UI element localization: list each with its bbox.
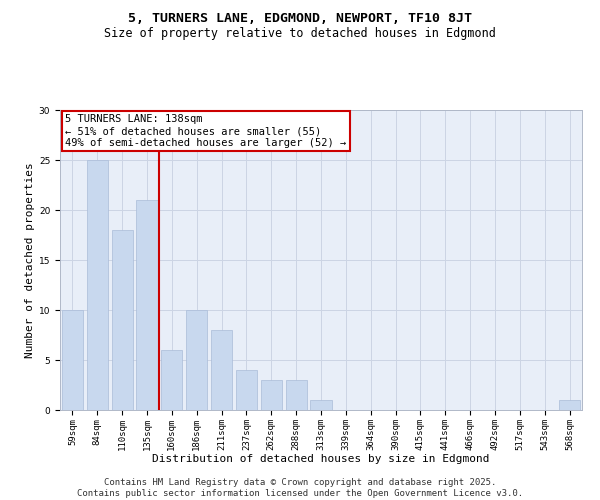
Bar xyxy=(161,350,182,410)
Bar xyxy=(211,330,232,410)
Bar xyxy=(112,230,133,410)
Bar xyxy=(261,380,282,410)
Bar xyxy=(286,380,307,410)
Bar xyxy=(136,200,158,410)
Bar xyxy=(87,160,108,410)
Bar xyxy=(559,400,580,410)
Text: 5, TURNERS LANE, EDGMOND, NEWPORT, TF10 8JT: 5, TURNERS LANE, EDGMOND, NEWPORT, TF10 … xyxy=(128,12,472,26)
Y-axis label: Number of detached properties: Number of detached properties xyxy=(25,162,35,358)
Bar xyxy=(310,400,332,410)
Text: 5 TURNERS LANE: 138sqm
← 51% of detached houses are smaller (55)
49% of semi-det: 5 TURNERS LANE: 138sqm ← 51% of detached… xyxy=(65,114,346,148)
X-axis label: Distribution of detached houses by size in Edgmond: Distribution of detached houses by size … xyxy=(152,454,490,464)
Text: Contains HM Land Registry data © Crown copyright and database right 2025.
Contai: Contains HM Land Registry data © Crown c… xyxy=(77,478,523,498)
Bar xyxy=(236,370,257,410)
Bar xyxy=(62,310,83,410)
Bar xyxy=(186,310,207,410)
Text: Size of property relative to detached houses in Edgmond: Size of property relative to detached ho… xyxy=(104,28,496,40)
